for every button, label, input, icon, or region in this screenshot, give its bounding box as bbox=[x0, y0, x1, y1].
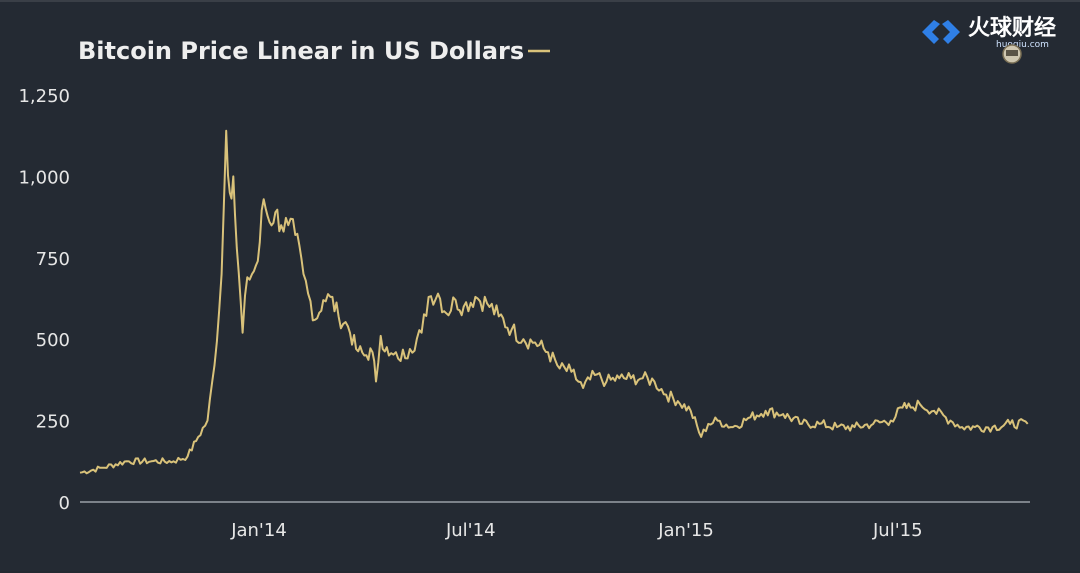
flame-logo-icon bbox=[922, 20, 960, 44]
series-layer bbox=[79, 129, 1029, 475]
x-axis: Jan'14 Jul'14 Jan'15 Jul'15 bbox=[230, 520, 922, 541]
y-tick-label: 750 bbox=[36, 249, 70, 270]
x-tick-label: Jan'15 bbox=[657, 520, 714, 541]
y-tick-label: 0 bbox=[59, 493, 70, 514]
y-axis: 0 250 500 750 1,000 1,250 bbox=[18, 86, 70, 514]
x-tick-label: Jul'14 bbox=[445, 520, 496, 541]
y-tick-label: 1,000 bbox=[18, 167, 70, 188]
seal-icon bbox=[1002, 44, 1022, 64]
watermark-brand: 火球财经 bbox=[968, 15, 1056, 41]
y-tick-label: 500 bbox=[36, 330, 70, 351]
watermark-site: huoqiu.com bbox=[996, 40, 1049, 50]
x-tick-label: Jul'15 bbox=[872, 520, 923, 541]
y-tick-label: 250 bbox=[36, 412, 70, 433]
chart-title: Bitcoin Price Linear in US Dollars bbox=[78, 37, 524, 65]
watermark: 火球财经 huoqiu.com bbox=[922, 15, 1056, 64]
x-tick-label: Jan'14 bbox=[230, 520, 287, 541]
y-tick-label: 1,250 bbox=[18, 86, 70, 107]
price-series-line bbox=[79, 129, 1029, 475]
